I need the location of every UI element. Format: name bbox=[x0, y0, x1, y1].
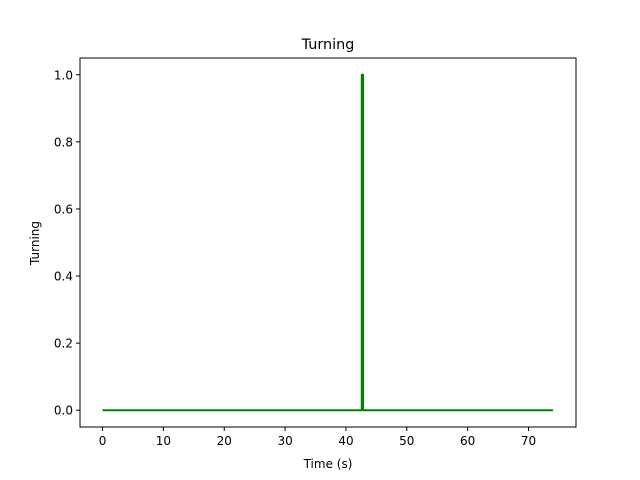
y-tick-label: 1.0 bbox=[54, 68, 73, 82]
x-tick-label: 30 bbox=[277, 434, 292, 448]
x-tick-label: 0 bbox=[99, 434, 107, 448]
x-tick-label: 70 bbox=[521, 434, 536, 448]
chart-title: Turning bbox=[301, 37, 355, 53]
axes-frame bbox=[79, 57, 577, 428]
x-tick-label: 10 bbox=[156, 434, 171, 448]
x-tick-label: 50 bbox=[399, 434, 414, 448]
y-tick-label: 0.6 bbox=[54, 202, 73, 216]
x-tick-label: 40 bbox=[338, 434, 353, 448]
x-axis-ticks: 0 10 20 30 40 50 60 70 bbox=[99, 427, 536, 448]
series-line-0 bbox=[102, 73, 553, 412]
y-axis-label: Turning bbox=[28, 221, 42, 266]
x-tick-label: 60 bbox=[460, 434, 475, 448]
y-tick-label: 0.2 bbox=[54, 337, 73, 351]
y-tick-label: 0.4 bbox=[54, 270, 73, 284]
y-axis-ticks: 0.0 0.2 0.4 0.6 0.8 1.0 bbox=[54, 68, 80, 418]
plot-area bbox=[79, 57, 577, 428]
y-tick-label: 0.8 bbox=[54, 135, 73, 149]
x-axis-label: Time (s) bbox=[303, 457, 353, 471]
x-tick-label: 20 bbox=[217, 434, 232, 448]
y-tick-label: 0.0 bbox=[54, 404, 73, 418]
